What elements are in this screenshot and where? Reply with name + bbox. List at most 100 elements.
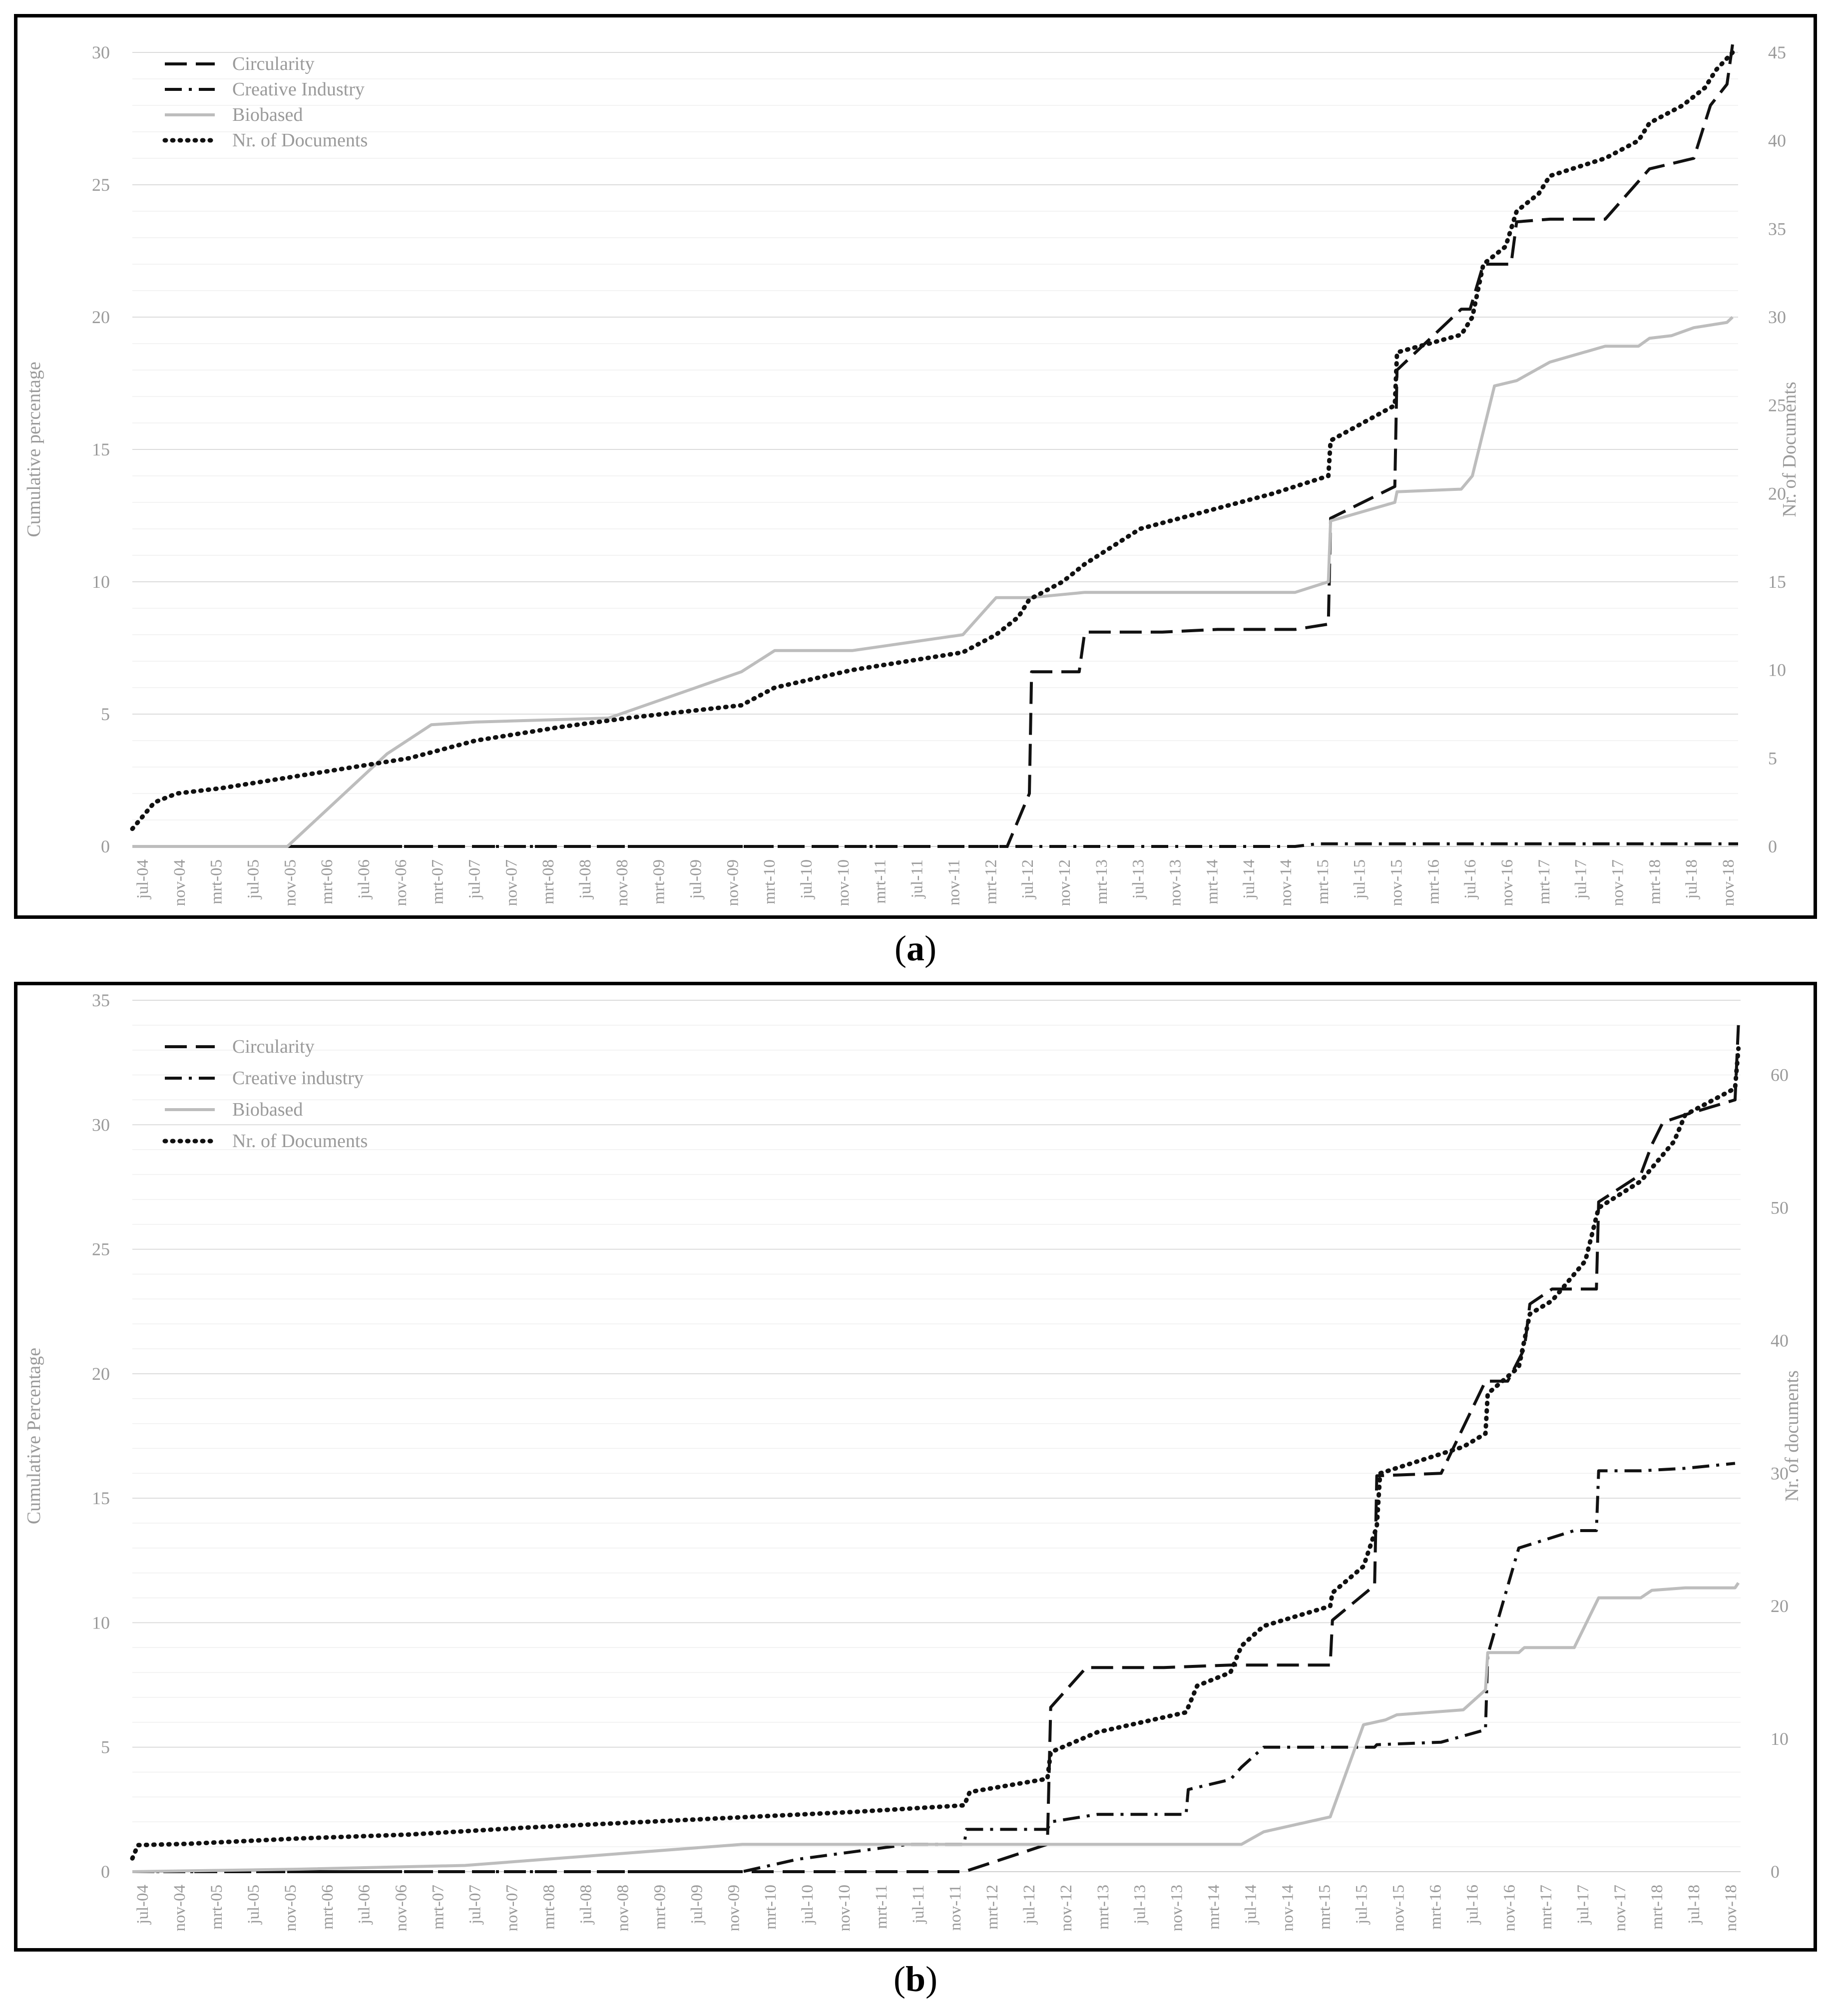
x-tick-label: nov-14 — [1277, 859, 1295, 906]
series-line-nr-of-documents — [130, 1046, 1741, 1861]
chart-b: 0 5 10 15 20 25 30 35 0 10 20 30 40 50 60 Cumulative Pe… — [23, 990, 1803, 1932]
x-tick-label: jul-15 — [1351, 859, 1369, 899]
x-tick-label: mrt-17 — [1535, 859, 1553, 904]
x-tick-label: jul-14 — [1242, 1885, 1260, 1925]
y2-tick-label: 10 — [1771, 1729, 1789, 1749]
x-tick-label: nov-10 — [836, 1885, 854, 1932]
x-tick-label: mrt-13 — [1093, 859, 1111, 904]
x-tick-label: mrt-18 — [1646, 859, 1664, 904]
y-axis-title: Cumulative percentage — [23, 362, 44, 537]
y-tick-label: 0 — [101, 1862, 110, 1882]
chart-panel-b: 0 5 10 15 20 25 30 35 0 10 20 30 40 50 60 Cumulative Pe… — [14, 982, 1817, 1952]
y2-tick-label: 50 — [1771, 1198, 1789, 1218]
x-tick-label: nov-17 — [1611, 1885, 1629, 1932]
x-tick-label: jul-05 — [245, 859, 263, 899]
x-tick-label: nov-04 — [171, 1885, 189, 1932]
x-tick-label: nov-07 — [503, 1885, 521, 1932]
x-tick-label: nov-08 — [614, 1885, 632, 1932]
x-tick-label: jul-14 — [1240, 859, 1258, 899]
y2-tick-label: 60 — [1771, 1065, 1789, 1085]
x-tick-label: nov-18 — [1722, 1885, 1740, 1932]
y-tick-label: 30 — [92, 42, 110, 62]
y2-tick-label: 0 — [1771, 1862, 1780, 1882]
x-tick-label: nov-09 — [725, 1885, 743, 1932]
x-tick-label: mrt-06 — [319, 1885, 337, 1930]
x-tick-label: jul-04 — [134, 1885, 152, 1925]
y2-tick-label: 10 — [1768, 660, 1786, 680]
y2-tick-label: 40 — [1771, 1330, 1789, 1350]
x-tick-label: nov-17 — [1609, 859, 1627, 906]
y2-axis-title: Nr. of documents — [1782, 1370, 1803, 1502]
y-tick-label: 20 — [92, 307, 110, 327]
x-tick-label: nov-12 — [1057, 1885, 1075, 1932]
x-tick-label: jul-11 — [909, 859, 926, 899]
y2-tick-label: 25 — [1768, 396, 1786, 415]
x-tick-label: jul-09 — [688, 1885, 706, 1925]
y-tick-label: 35 — [92, 990, 110, 1010]
y2-tick-label: 40 — [1768, 131, 1786, 151]
y2-tick-label: 15 — [1768, 572, 1786, 592]
x-tick-label: nov-05 — [282, 1885, 300, 1932]
x-tick-label: mrt-07 — [429, 859, 447, 904]
y2-tick-label: 5 — [1768, 748, 1777, 768]
legend-label: Circularity — [232, 53, 315, 74]
chart-panel-a: 0 5 10 15 20 25 30 0 5 10 15 20 25 30 35 40 45 Cumulative… — [14, 14, 1817, 919]
x-tick-label: jul-17 — [1574, 1885, 1592, 1925]
legend-label: Biobased — [232, 104, 303, 125]
x-tick-label: jul-12 — [1019, 859, 1037, 899]
y-tick-label: 0 — [101, 836, 110, 856]
x-tick-label: mrt-17 — [1537, 1885, 1555, 1930]
x-tick-label: jul-07 — [466, 859, 484, 899]
x-tick-label: nov-04 — [171, 859, 189, 906]
y-tick-label: 5 — [101, 1737, 110, 1757]
y2-axis-title: Nr. of Documents — [1779, 382, 1800, 517]
x-tick-label: mrt-14 — [1205, 1885, 1223, 1930]
y-tick-label: 25 — [92, 1239, 110, 1259]
y-tick-label: 10 — [92, 572, 110, 592]
legend-label: Circularity — [232, 1036, 315, 1057]
x-tick-label: nov-09 — [724, 859, 742, 906]
y-tick-label: 15 — [92, 439, 110, 459]
y2-tick-label: 20 — [1768, 483, 1786, 503]
x-tick-label: nov-11 — [946, 1885, 964, 1931]
x-tick-label: jul-18 — [1683, 859, 1701, 899]
legend-label: Nr. of Documents — [232, 1131, 368, 1152]
x-tick-label: nov-05 — [281, 859, 299, 906]
x-tick-label: nov-11 — [945, 859, 963, 905]
x-tick-label: mrt-06 — [318, 859, 336, 904]
x-tick-label: nov-07 — [502, 859, 520, 906]
x-tick-label: mrt-18 — [1648, 1885, 1666, 1930]
caption-a: (a) — [895, 928, 936, 968]
x-tick-label: nov-12 — [1056, 859, 1074, 906]
x-tick-label: mrt-07 — [430, 1885, 448, 1930]
x-tick-label: jul-18 — [1685, 1885, 1703, 1925]
x-tick-label: jul-08 — [577, 1885, 595, 1925]
x-tick-label: jul-16 — [1461, 859, 1479, 899]
legend-label: Creative industry — [232, 1068, 364, 1089]
caption-b: (b) — [893, 1959, 937, 1999]
caption-letter-a: a — [907, 928, 924, 968]
chart-a: 0 5 10 15 20 25 30 0 5 10 15 20 25 30 35 40 45 Cumulative… — [23, 42, 1800, 906]
x-tick-label: jul-06 — [355, 859, 373, 899]
x-tick-label: nov-13 — [1168, 1885, 1186, 1932]
x-tick-label: mrt-08 — [540, 1885, 558, 1930]
legend-label: Creative Industry — [232, 79, 365, 100]
x-tick-label: nov-10 — [835, 859, 853, 906]
x-tick-label: mrt-15 — [1316, 1885, 1334, 1930]
x-tick-label: nov-15 — [1387, 859, 1405, 906]
legend-label: Biobased — [232, 1099, 303, 1120]
x-tick-label: jul-12 — [1020, 1885, 1038, 1925]
y-tick-label: 20 — [92, 1364, 110, 1384]
y-tick-label: 10 — [92, 1613, 110, 1632]
y2-tick-label: 30 — [1771, 1463, 1789, 1483]
x-tick-label: jul-11 — [910, 1885, 927, 1924]
y2-tick-label: 45 — [1768, 42, 1786, 62]
y-tick-label: 30 — [92, 1115, 110, 1135]
y2-tick-label: 30 — [1768, 307, 1786, 327]
x-tick-label: mrt-11 — [873, 1885, 891, 1929]
x-tick-label: nov-06 — [392, 859, 410, 906]
x-tick-label: nov-14 — [1279, 1885, 1297, 1932]
y-tick-label: 5 — [101, 704, 110, 724]
x-tick-label: mrt-10 — [762, 1885, 780, 1930]
x-tick-label: mrt-14 — [1203, 859, 1221, 904]
